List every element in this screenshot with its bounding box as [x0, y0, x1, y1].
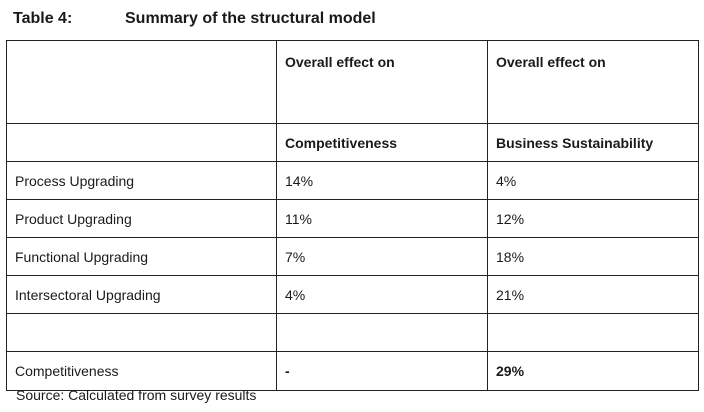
- row-label: Intersectoral Upgrading: [6, 275, 277, 314]
- table-cell: 12%: [487, 199, 699, 238]
- row-label: [6, 313, 277, 352]
- row-label: Process Upgrading: [6, 161, 277, 200]
- summary-table: Overall effect on Overall effect on Comp…: [6, 40, 699, 391]
- header-cell: Overall effect on: [276, 40, 488, 124]
- header-row: Overall effect on Overall effect on: [6, 40, 699, 124]
- row-label: Product Upgrading: [6, 199, 277, 238]
- table-cell: 7%: [276, 237, 488, 276]
- table-row: Functional Upgrading 7% 18%: [6, 237, 699, 276]
- table-cell: 18%: [487, 237, 699, 276]
- table-cell: 4%: [487, 161, 699, 200]
- table-cell: -: [276, 351, 488, 391]
- table-cell: [487, 313, 699, 352]
- header-cell: Business Sustainability: [487, 123, 699, 162]
- table-cell: 14%: [276, 161, 488, 200]
- source-note: Source: Calculated from survey results: [16, 387, 257, 403]
- table-title: Summary of the structural model: [125, 10, 376, 27]
- table-cell: [276, 313, 488, 352]
- header-cell: Competitiveness: [276, 123, 488, 162]
- header-cell: Overall effect on: [487, 40, 699, 124]
- table-row: Product Upgrading 11% 12%: [6, 199, 699, 238]
- row-label: Competitiveness: [6, 351, 277, 391]
- table-cell: 11%: [276, 199, 488, 238]
- table-cell: 21%: [487, 275, 699, 314]
- table-row: Intersectoral Upgrading 4% 21%: [6, 275, 699, 314]
- table-row: [6, 313, 699, 352]
- row-label: Functional Upgrading: [6, 237, 277, 276]
- header-cell: [6, 40, 277, 124]
- table-row: Competitiveness - 29%: [6, 351, 699, 391]
- table-number: Table 4:: [13, 10, 73, 27]
- table-caption: Table 4: Summary of the structural model: [13, 10, 376, 28]
- table-row: Process Upgrading 14% 4%: [6, 161, 699, 200]
- table-cell: 29%: [487, 351, 699, 391]
- header-row: Competitiveness Business Sustainability: [6, 123, 699, 162]
- table-cell: 4%: [276, 275, 488, 314]
- header-cell: [6, 123, 277, 162]
